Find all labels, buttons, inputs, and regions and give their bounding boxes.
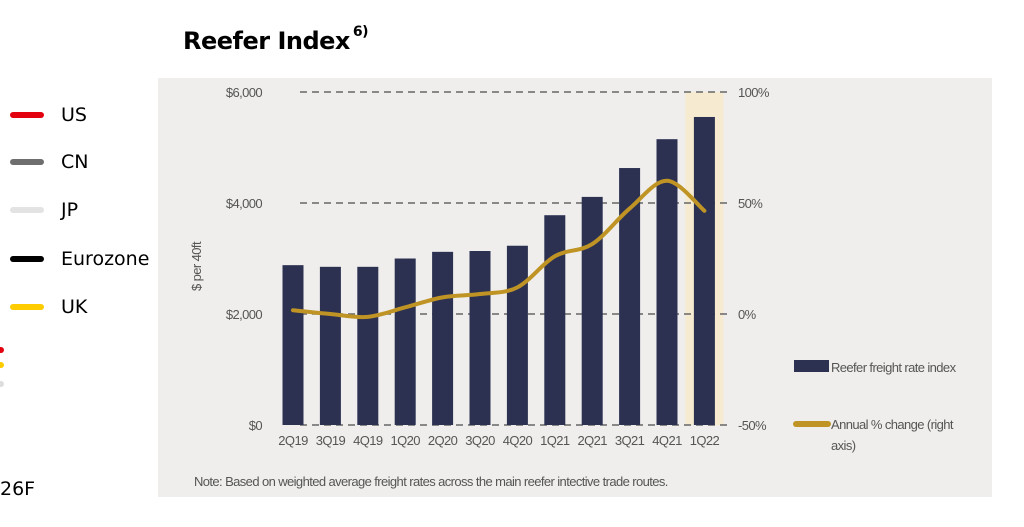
bar <box>282 265 304 425</box>
bar <box>432 251 454 425</box>
title-text: Reefer Index <box>183 27 350 55</box>
bar <box>394 258 416 425</box>
x-tick-label: 1Q20 <box>390 433 420 448</box>
bar <box>319 266 341 425</box>
y2-tick-label: 100% <box>738 85 770 100</box>
bar <box>357 266 379 425</box>
bar <box>469 251 491 425</box>
x-tick-label: 4Q19 <box>353 433 383 448</box>
legend-label: JP <box>61 199 79 221</box>
chart-title: Reefer Index 6) <box>183 24 369 55</box>
legend-label: Eurozone <box>61 248 150 270</box>
legend-label-line-cont: axis) <box>831 438 856 453</box>
chart-panel: $0 $2,000 $4,000 $6,000 -50% 0% 50% 100% $ per 4… <box>158 78 992 497</box>
cut-off-label: 26F <box>0 478 36 500</box>
y2-tick-label: -50% <box>738 418 767 433</box>
x-tick-label: 1Q22 <box>690 433 720 448</box>
legend-swatch <box>10 256 44 262</box>
legend-label-line: Annual % change (right <box>831 417 954 432</box>
y-tick-label: $4,000 <box>226 196 263 211</box>
bar <box>693 116 715 425</box>
reefer-chart: $0 $2,000 $4,000 $6,000 -50% 0% 50% 100% $ per 4… <box>189 85 957 489</box>
legend-item-cn: CN <box>10 150 88 174</box>
legend-swatch <box>10 112 44 118</box>
y-tick-label: $6,000 <box>226 85 263 100</box>
legend-item-uk: UK <box>10 295 87 319</box>
y-tick-label: $0 <box>249 418 263 433</box>
x-tick-label: 2Q19 <box>278 433 308 448</box>
bar <box>506 245 528 425</box>
line-fragment <box>0 381 4 387</box>
legend-label-bar: Reefer freight rate index <box>831 360 957 375</box>
x-tick-label: 4Q20 <box>503 433 533 448</box>
y2-tick-label: 50% <box>738 196 763 211</box>
bar <box>581 196 603 425</box>
bar <box>544 215 566 425</box>
legend-label: CN <box>61 151 89 173</box>
title-footnote: 6) <box>352 24 369 40</box>
line-fragment <box>0 347 4 353</box>
line-fragment <box>0 362 4 368</box>
x-tick-label: 3Q21 <box>615 433 645 448</box>
legend-swatch <box>10 159 44 165</box>
x-tick-label: 2Q20 <box>428 433 458 448</box>
bar <box>619 168 641 425</box>
legend-label: US <box>61 104 87 126</box>
x-tick-label: 3Q20 <box>465 433 495 448</box>
legend-swatch <box>10 304 44 310</box>
x-tick-label: 4Q21 <box>652 433 682 448</box>
x-tick-label: 2Q21 <box>577 433 607 448</box>
legend-item-us: US <box>10 103 87 127</box>
x-tick-label: 1Q21 <box>540 433 570 448</box>
legend-item-eurozone: Eurozone <box>10 247 149 271</box>
legend-swatch-bar <box>794 360 829 372</box>
x-tick-label: 3Q19 <box>316 433 346 448</box>
y2-tick-label: 0% <box>738 307 757 322</box>
legend-label: UK <box>61 296 88 318</box>
legend-swatch <box>10 207 44 213</box>
annual-change-line <box>291 178 707 320</box>
chart-note: Note: Based on weighted average freight … <box>194 474 668 489</box>
y-axis-label: $ per 40ft <box>189 241 204 291</box>
legend-item-jp: JP <box>10 198 78 222</box>
bar <box>656 139 678 426</box>
y-tick-label: $2,000 <box>226 307 263 322</box>
